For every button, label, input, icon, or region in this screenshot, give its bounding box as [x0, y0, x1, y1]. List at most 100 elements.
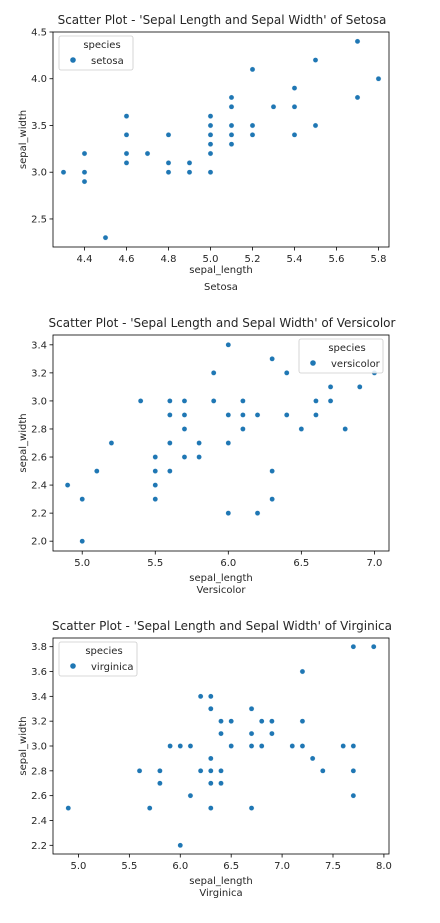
x-tick-label: 4.4: [77, 254, 93, 265]
scatter-point: [165, 169, 172, 176]
scatter-point: [152, 496, 159, 502]
x-tick-label: 6.5: [223, 861, 239, 872]
scatter-point: [123, 132, 130, 138]
legend-marker: [310, 360, 316, 366]
scatter-point: [218, 718, 224, 724]
scatter-point: [181, 412, 188, 418]
x-tick-label: 8.0: [376, 861, 392, 872]
scatter-point: [225, 510, 232, 516]
scatter-point: [152, 482, 159, 488]
scatter-point: [249, 132, 256, 138]
y-tick-label: 2.0: [31, 537, 47, 548]
x-tick-label: 6.5: [293, 558, 309, 569]
x-tick-label: 5.5: [121, 861, 137, 872]
chart-title: Scatter Plot - 'Sepal Length and Sepal W…: [49, 316, 396, 330]
scatter-point: [208, 780, 214, 787]
scatter-point: [123, 113, 130, 119]
scatter-point: [186, 160, 193, 166]
scatter-point: [350, 768, 357, 774]
scatter-point: [327, 384, 334, 390]
scatter-point: [64, 482, 71, 488]
scatter-point: [165, 160, 172, 166]
scatter-point: [123, 150, 130, 157]
scatter-point: [289, 743, 296, 749]
scatter-point: [313, 398, 319, 404]
y-tick-label: 4.0: [31, 74, 47, 85]
y-tick-label: 2.2: [31, 841, 47, 852]
scatter-point: [299, 718, 306, 724]
scatter-point: [167, 412, 173, 418]
scatter-point: [137, 398, 144, 404]
virginica-chart-panel: Scatter Plot - 'Sepal Length and Sepal W…: [18, 619, 392, 899]
scatter-point: [177, 842, 184, 849]
x-tick-label: 7.0: [366, 558, 382, 569]
y-tick-label: 3.0: [31, 742, 47, 753]
scatter-point: [248, 730, 255, 737]
scatter-point: [375, 75, 382, 82]
scatter-point: [354, 94, 361, 101]
scatter-point: [228, 94, 235, 101]
scatter-point: [218, 780, 224, 787]
x-tick-label: 5.8: [371, 254, 387, 265]
scatter-point: [313, 412, 319, 418]
scatter-point: [207, 113, 214, 119]
scatter-point: [65, 805, 72, 811]
scatter-point: [165, 132, 172, 138]
scatter-point: [152, 468, 159, 474]
scatter-point: [208, 705, 214, 712]
scatter-point: [298, 426, 305, 432]
x-axis-label: sepal_length: [189, 573, 253, 584]
scatter-point: [102, 234, 109, 241]
legend-marker: [70, 663, 76, 669]
x-tick-label: 4.6: [119, 254, 135, 265]
scatter-point: [269, 496, 275, 502]
scatter-point: [167, 468, 173, 474]
scatter-point: [207, 122, 214, 129]
y-tick-label: 2.6: [31, 453, 47, 464]
scatter-point: [291, 85, 298, 91]
scatter-point: [136, 768, 143, 774]
scatter-point: [196, 440, 202, 446]
x-tick-label: 5.5: [147, 558, 163, 569]
legend-marker: [70, 57, 76, 63]
scatter-point: [228, 743, 234, 749]
legend-entry-label: virginica: [91, 662, 134, 673]
x-tick-label: 5.2: [245, 254, 261, 265]
scatter-point: [228, 132, 235, 138]
x-tick-label: 5.0: [74, 558, 90, 569]
chart-subtitle: Versicolor: [197, 585, 247, 596]
scatter-point: [197, 693, 204, 700]
scatter-point: [269, 718, 275, 724]
y-tick-label: 3.0: [31, 168, 47, 179]
x-tick-label: 6.0: [220, 558, 236, 569]
scatter-point: [94, 468, 100, 474]
scatter-point: [269, 468, 275, 474]
scatter-point: [228, 141, 235, 147]
scatter-point: [208, 805, 214, 811]
x-tick-label: 5.0: [203, 254, 219, 265]
scatter-point: [225, 342, 232, 348]
y-tick-label: 3.5: [31, 121, 47, 132]
legend-frame: [58, 35, 134, 71]
legend-frame: [58, 641, 138, 677]
scatter-point: [187, 792, 194, 799]
scatter-point: [181, 398, 188, 404]
scatter-point: [248, 805, 255, 811]
scatter-point: [207, 150, 214, 157]
y-tick-label: 3.2: [31, 368, 47, 379]
scatter-point: [123, 160, 130, 166]
y-tick-label: 3.4: [31, 340, 47, 351]
scatter-point: [340, 743, 346, 749]
scatter-point: [309, 755, 316, 762]
setosa-chart-panel: Scatter Plot - 'Sepal Length and Sepal W…: [18, 13, 390, 293]
scatter-point: [370, 643, 377, 650]
scatter-point: [254, 510, 261, 516]
legend-title: species: [328, 343, 365, 354]
y-tick-label: 2.8: [31, 766, 47, 777]
scatter-point: [208, 755, 214, 762]
x-axis-label: sepal_length: [189, 876, 253, 887]
scatter-point: [167, 440, 173, 446]
scatter-point: [218, 768, 224, 774]
scatter-point: [81, 178, 88, 185]
scatter-point: [270, 103, 277, 110]
